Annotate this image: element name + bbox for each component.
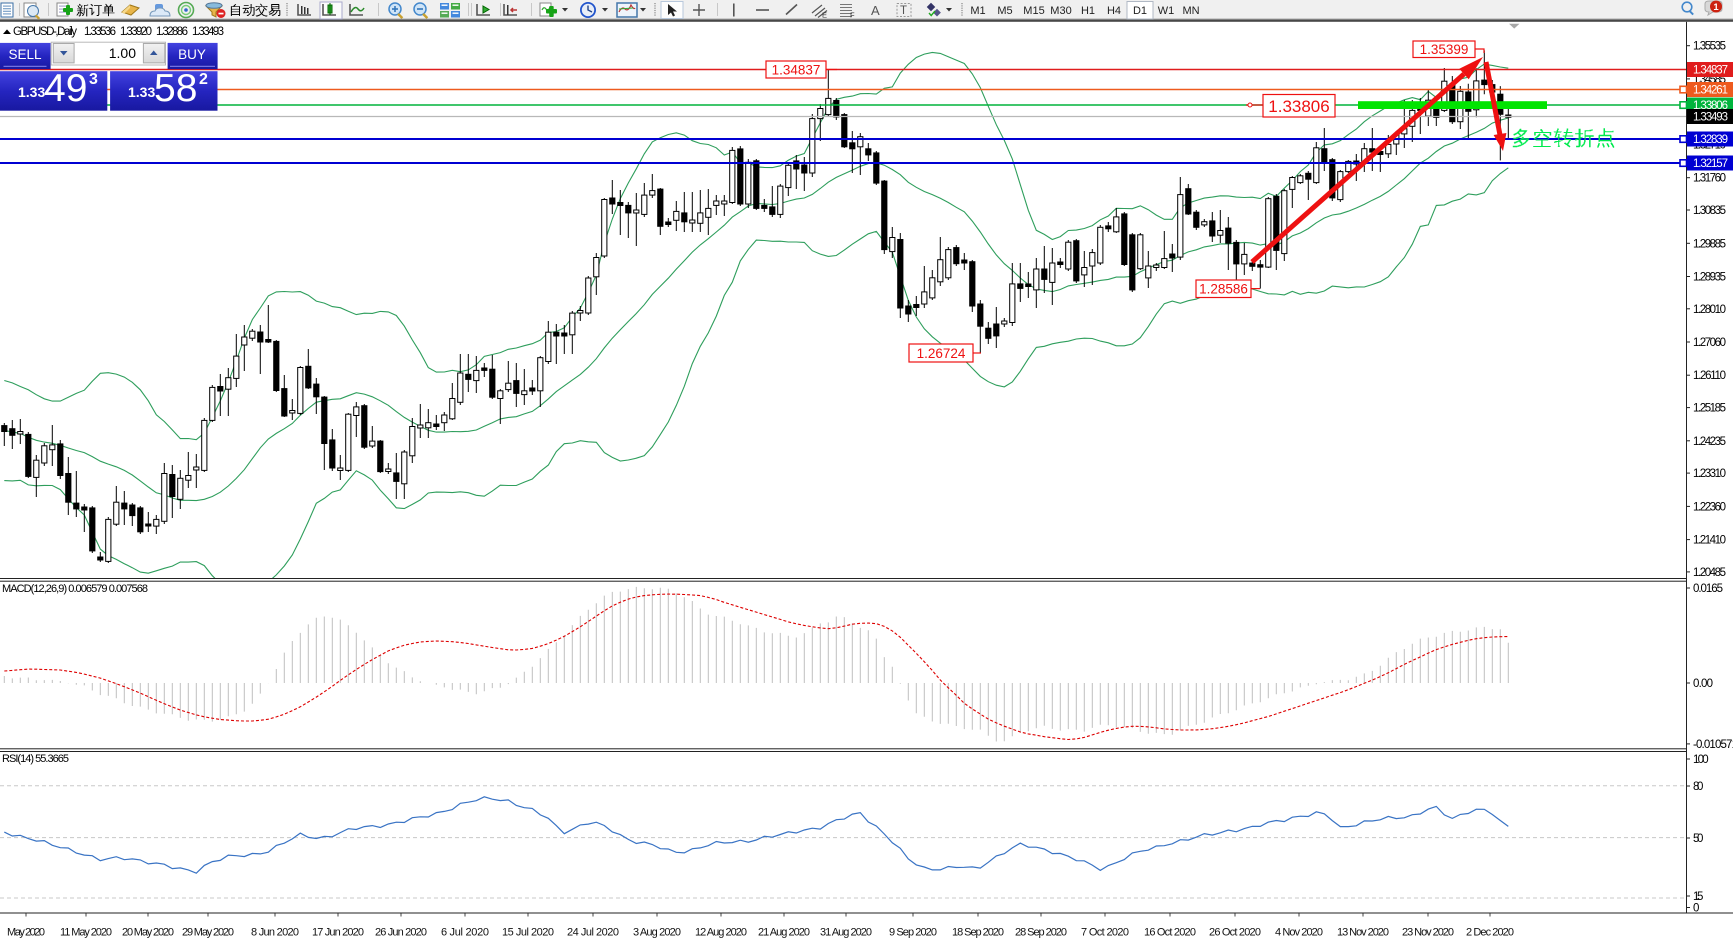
svg-text:1.23310: 1.23310 [1693, 468, 1726, 480]
svg-text:1.33806: 1.33806 [1268, 97, 1329, 116]
svg-text:F: F [850, 11, 855, 20]
svg-text:-0.010571: -0.010571 [1693, 739, 1733, 751]
svg-text:1.35399: 1.35399 [1420, 42, 1469, 57]
svg-text:26 Oct 2020: 26 Oct 2020 [1209, 927, 1261, 939]
svg-text:24 Jul 2020: 24 Jul 2020 [567, 927, 619, 939]
svg-text:7 Oct 2020: 7 Oct 2020 [1081, 927, 1129, 939]
svg-text:3 Aug 2020: 3 Aug 2020 [633, 927, 681, 939]
svg-text:11 May 2020: 11 May 2020 [60, 927, 112, 939]
svg-text:0: 0 [1693, 903, 1699, 915]
svg-text:1.28586: 1.28586 [1199, 282, 1248, 297]
svg-text:28 Sep 2020: 28 Sep 2020 [1015, 927, 1067, 939]
svg-text:1.34837: 1.34837 [772, 62, 821, 77]
svg-text:1.24235: 1.24235 [1693, 436, 1726, 448]
svg-text:BUY: BUY [178, 47, 206, 62]
svg-text:MN: MN [1182, 5, 1199, 17]
svg-text:M1: M1 [970, 5, 985, 17]
svg-text:3: 3 [89, 71, 98, 88]
svg-text:6 Jul 2020: 6 Jul 2020 [441, 927, 489, 939]
svg-text:H1: H1 [1081, 5, 1095, 17]
svg-text:RSI(14) 55.3665: RSI(14) 55.3665 [2, 753, 69, 765]
svg-text:1.32157: 1.32157 [1693, 158, 1728, 170]
svg-text:4 Nov 2020: 4 Nov 2020 [1275, 927, 1323, 939]
svg-text:1.33536: 1.33536 [84, 26, 116, 38]
svg-text:1.32886: 1.32886 [156, 26, 188, 38]
svg-text:1.33: 1.33 [128, 84, 155, 100]
svg-text:13 Nov 2020: 13 Nov 2020 [1337, 927, 1389, 939]
svg-text:A: A [871, 3, 880, 18]
svg-text:E: E [822, 11, 827, 20]
svg-text:0.00: 0.00 [1693, 678, 1713, 690]
svg-text:2 Dec 2020: 2 Dec 2020 [1466, 927, 1514, 939]
svg-text:M30: M30 [1050, 5, 1071, 17]
svg-text:1.30835: 1.30835 [1693, 205, 1726, 217]
svg-text:May 2020: May 2020 [7, 927, 45, 939]
svg-text:1.33493: 1.33493 [192, 26, 224, 38]
svg-text:15 Jul 2020: 15 Jul 2020 [502, 927, 554, 939]
svg-text:1.32839: 1.32839 [1693, 134, 1728, 146]
svg-text:GBPUSD-,Daily: GBPUSD-,Daily [13, 26, 77, 38]
svg-text:MACD(12,26,9) 0.006579 0.00756: MACD(12,26,9) 0.006579 0.007568 [2, 583, 148, 595]
svg-text:0.0165: 0.0165 [1693, 583, 1723, 595]
svg-text:1.26724: 1.26724 [917, 346, 966, 361]
svg-text:D1: D1 [1133, 5, 1147, 17]
svg-text:M15: M15 [1023, 5, 1044, 17]
svg-text:1.28935: 1.28935 [1693, 272, 1726, 284]
svg-text:1.20485: 1.20485 [1693, 567, 1726, 579]
svg-text:1.25185: 1.25185 [1693, 403, 1726, 415]
svg-text:20 May 2020: 20 May 2020 [122, 927, 174, 939]
svg-text:1.27060: 1.27060 [1693, 337, 1726, 349]
svg-text:1.33: 1.33 [18, 84, 45, 100]
svg-text:H4: H4 [1107, 5, 1121, 17]
svg-text:1: 1 [1713, 2, 1719, 13]
svg-text:80: 80 [1693, 781, 1703, 793]
svg-text:1.21410: 1.21410 [1693, 535, 1726, 547]
svg-text:1.34261: 1.34261 [1693, 85, 1728, 97]
svg-text:12 Aug 2020: 12 Aug 2020 [695, 927, 747, 939]
svg-text:58: 58 [154, 67, 197, 110]
svg-text:49: 49 [44, 67, 87, 110]
svg-text:1.00: 1.00 [109, 45, 136, 61]
svg-text:16 Oct 2020: 16 Oct 2020 [1144, 927, 1196, 939]
svg-text:8 Jun 2020: 8 Jun 2020 [251, 927, 299, 939]
svg-text:1.34837: 1.34837 [1693, 65, 1728, 77]
svg-text:9 Sep 2020: 9 Sep 2020 [889, 927, 937, 939]
svg-text:17 Jun 2020: 17 Jun 2020 [312, 927, 364, 939]
svg-text:1.29885: 1.29885 [1693, 238, 1726, 250]
svg-text:1.22360: 1.22360 [1693, 501, 1726, 513]
svg-text:50: 50 [1693, 833, 1703, 845]
svg-text:SELL: SELL [8, 47, 42, 62]
svg-text:1.31760: 1.31760 [1693, 173, 1726, 185]
svg-text:1.33493: 1.33493 [1693, 112, 1728, 124]
svg-text:1.33920: 1.33920 [120, 26, 152, 38]
svg-text:31 Aug 2020: 31 Aug 2020 [820, 927, 872, 939]
svg-text:100: 100 [1693, 754, 1709, 766]
svg-text:1.35535: 1.35535 [1693, 41, 1726, 53]
svg-text:23 Nov 2020: 23 Nov 2020 [1402, 927, 1454, 939]
svg-text:26 Jun 2020: 26 Jun 2020 [375, 927, 427, 939]
svg-text:1.28010: 1.28010 [1693, 304, 1726, 316]
svg-text:1.26110: 1.26110 [1693, 370, 1726, 382]
svg-text:29 May 2020: 29 May 2020 [182, 927, 234, 939]
svg-text:18 Sep 2020: 18 Sep 2020 [952, 927, 1004, 939]
svg-text:T: T [900, 5, 907, 17]
svg-text:15: 15 [1693, 891, 1703, 903]
svg-text:2: 2 [199, 71, 208, 88]
svg-text:21 Aug 2020: 21 Aug 2020 [758, 927, 810, 939]
svg-text:W1: W1 [1158, 5, 1175, 17]
svg-text:M5: M5 [997, 5, 1012, 17]
